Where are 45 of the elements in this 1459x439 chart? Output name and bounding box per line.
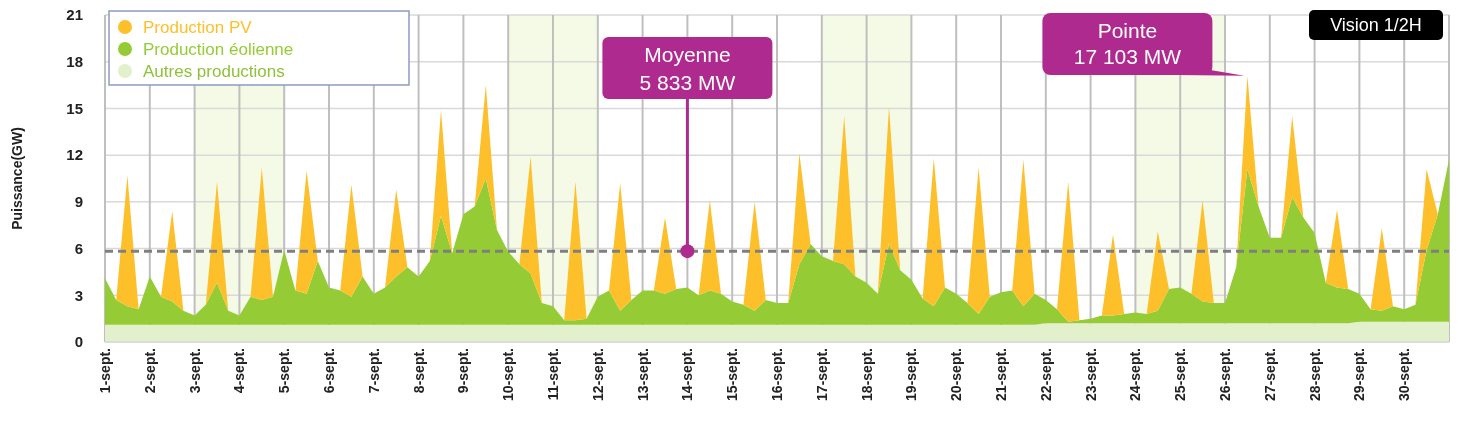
y-tick-label: 21: [66, 6, 83, 24]
annotation: Vision 1/2H: [1330, 15, 1422, 36]
x-tick-label: 14-sept.: [679, 348, 696, 401]
x-tick-label: 9-sept.: [455, 348, 472, 394]
x-tick-label: 25-sept.: [1172, 348, 1189, 401]
x-tick-label: 2-sept.: [141, 348, 158, 394]
x-tick-label: 17-sept.: [813, 348, 830, 401]
x-tick-label: 3-sept.: [186, 348, 203, 394]
x-tick-label: 19-sept.: [903, 348, 920, 401]
legend-label: Production PV: [143, 17, 253, 37]
x-tick-label: 7-sept.: [365, 348, 382, 394]
legend-label: Autres productions: [143, 61, 285, 81]
y-tick-label: 6: [74, 239, 83, 257]
x-tick-label: 22-sept.: [1037, 348, 1054, 401]
x-tick-label: 4-sept.: [231, 348, 248, 394]
x-tick-label: 12-sept.: [589, 348, 606, 401]
x-tick-label: 1-sept.: [96, 348, 113, 394]
x-tick-label: 24-sept.: [1127, 348, 1144, 401]
x-tick-label: 21-sept.: [992, 348, 1009, 401]
y-tick-label: 3: [74, 286, 83, 304]
x-tick-label: 16-sept.: [768, 348, 785, 401]
x-tick-label: 30-sept.: [1396, 348, 1413, 401]
x-tick-label: 20-sept.: [948, 348, 965, 401]
x-tick-label: 26-sept.: [1216, 348, 1233, 401]
x-tick-label: 28-sept.: [1306, 348, 1323, 401]
y-tick-label: 12: [66, 146, 83, 164]
x-tick-label: 23-sept.: [1082, 348, 1099, 401]
x-tick-label: 5-sept.: [276, 348, 293, 394]
x-tick-label: 27-sept.: [1261, 348, 1278, 401]
x-tick-label: 13-sept.: [634, 348, 651, 401]
x-tick-label: 18-sept.: [858, 348, 875, 401]
y-axis-title: Puissance(GW): [9, 127, 25, 230]
legend-label: Production éolienne: [143, 39, 294, 59]
y-tick-label: 15: [66, 99, 83, 117]
y-tick-label: 18: [66, 52, 83, 70]
y-tick-label: 9: [74, 193, 83, 211]
annotation: Moyenne 5 833 MW: [639, 43, 736, 95]
x-tick-label: 8-sept.: [410, 348, 427, 394]
x-tick-label: 29-sept.: [1351, 348, 1368, 401]
y-tick-label: 0: [74, 333, 83, 351]
x-tick-label: 11-sept.: [544, 348, 561, 401]
x-tick-label: 6-sept.: [320, 348, 337, 394]
x-tick-label: 10-sept.: [500, 348, 517, 401]
annotation: Pointe 17 103 MW: [1073, 19, 1182, 69]
x-tick-label: 15-sept.: [724, 348, 741, 401]
